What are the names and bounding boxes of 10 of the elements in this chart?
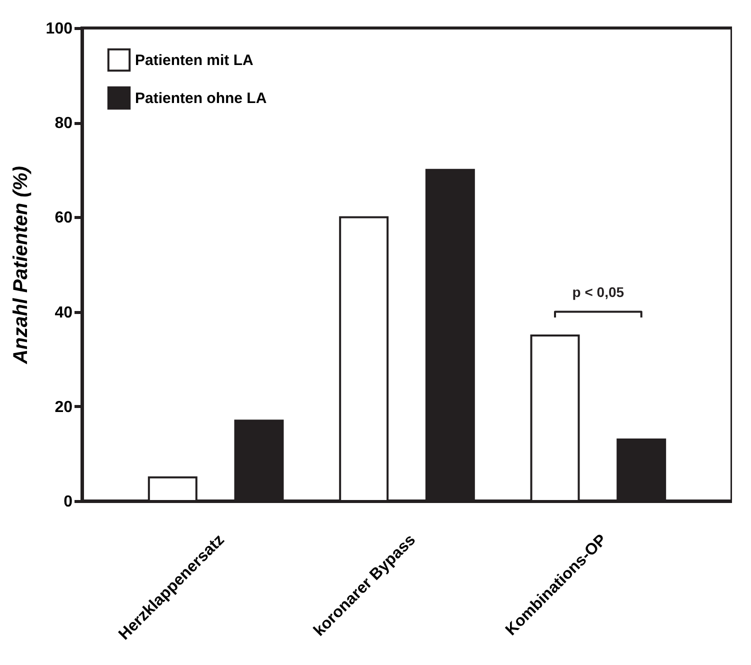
- y-tick-label: 20: [54, 398, 73, 416]
- legend-label: Patienten mit LA: [135, 52, 254, 69]
- y-tick-label: 0: [64, 494, 73, 510]
- y-tick-label: 60: [54, 210, 73, 227]
- y-tick-label: 80: [54, 115, 73, 132]
- y-axis-title: Anzahl Patienten (%): [10, 166, 32, 365]
- y-tick-label: 40: [54, 304, 73, 322]
- legend-label: Patienten ohne LA: [135, 90, 267, 107]
- annotation: p < 0,05: [572, 284, 624, 300]
- y-tick-label: 100: [46, 20, 73, 38]
